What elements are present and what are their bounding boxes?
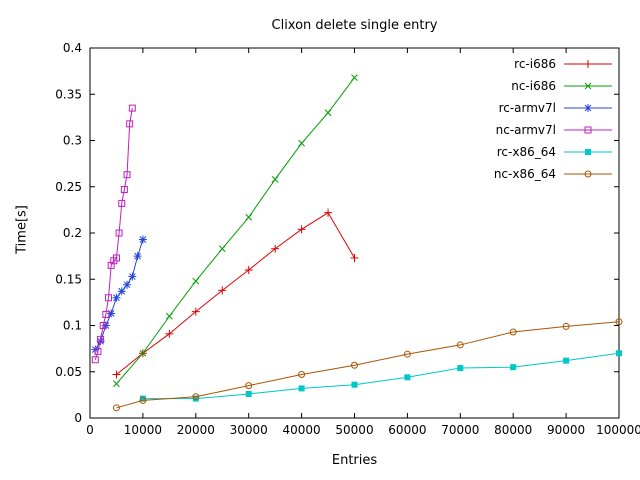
series-nc-i686: nc-i686 bbox=[113, 74, 612, 388]
y-tick-label: 0.4 bbox=[63, 41, 82, 55]
legend-label-nc-i686: nc-i686 bbox=[511, 79, 556, 93]
series-line-nc-i686 bbox=[116, 77, 355, 385]
series-rc-i686: rc-i686 bbox=[112, 57, 612, 379]
legend-label-rc-armv7l: rc-armv7l bbox=[499, 101, 556, 115]
x-tick-label: 90000 bbox=[547, 423, 585, 437]
y-tick-label: 0.2 bbox=[63, 226, 82, 240]
series-line-rc-i686 bbox=[116, 211, 355, 375]
x-tick-label: 10000 bbox=[124, 423, 162, 437]
x-tick-label: 100000 bbox=[596, 423, 640, 437]
y-tick-label: 0.3 bbox=[63, 134, 82, 148]
legend-label-rc-x86_64: rc-x86_64 bbox=[497, 145, 556, 159]
x-tick-label: 20000 bbox=[177, 423, 215, 437]
x-tick-label: 80000 bbox=[494, 423, 532, 437]
series-line-nc-armv7l bbox=[94, 108, 133, 360]
y-tick-label: 0.1 bbox=[63, 319, 82, 333]
x-tick-label: 50000 bbox=[335, 423, 373, 437]
legend-label-nc-armv7l: nc-armv7l bbox=[496, 123, 556, 137]
y-tick-label: 0.25 bbox=[55, 180, 82, 194]
series-rc-armv7l: rc-armv7l bbox=[91, 101, 612, 354]
series-nc-armv7l: nc-armv7l bbox=[91, 104, 612, 364]
y-tick-label: 0.35 bbox=[55, 87, 82, 101]
y-tick-label: 0 bbox=[74, 411, 82, 425]
series-rc-x86_64: rc-x86_64 bbox=[139, 145, 622, 402]
series-line-nc-x86_64 bbox=[116, 321, 620, 409]
x-axis-label: Entries bbox=[331, 453, 378, 468]
y-tick-label: 0.05 bbox=[55, 365, 82, 379]
x-tick-label: 0 bbox=[86, 423, 94, 437]
series-nc-x86_64: nc-x86_64 bbox=[112, 167, 623, 412]
x-tick-label: 60000 bbox=[388, 423, 426, 437]
legend-label-nc-x86_64: nc-x86_64 bbox=[494, 167, 556, 181]
x-tick-label: 70000 bbox=[441, 423, 479, 437]
x-tick-label: 30000 bbox=[230, 423, 268, 437]
series-line-rc-x86_64 bbox=[142, 352, 620, 400]
y-tick-label: 0.15 bbox=[55, 272, 82, 286]
chart-title: Clixon delete single entry bbox=[271, 18, 438, 33]
legend-label-rc-i686: rc-i686 bbox=[514, 57, 556, 71]
x-tick-label: 40000 bbox=[283, 423, 321, 437]
